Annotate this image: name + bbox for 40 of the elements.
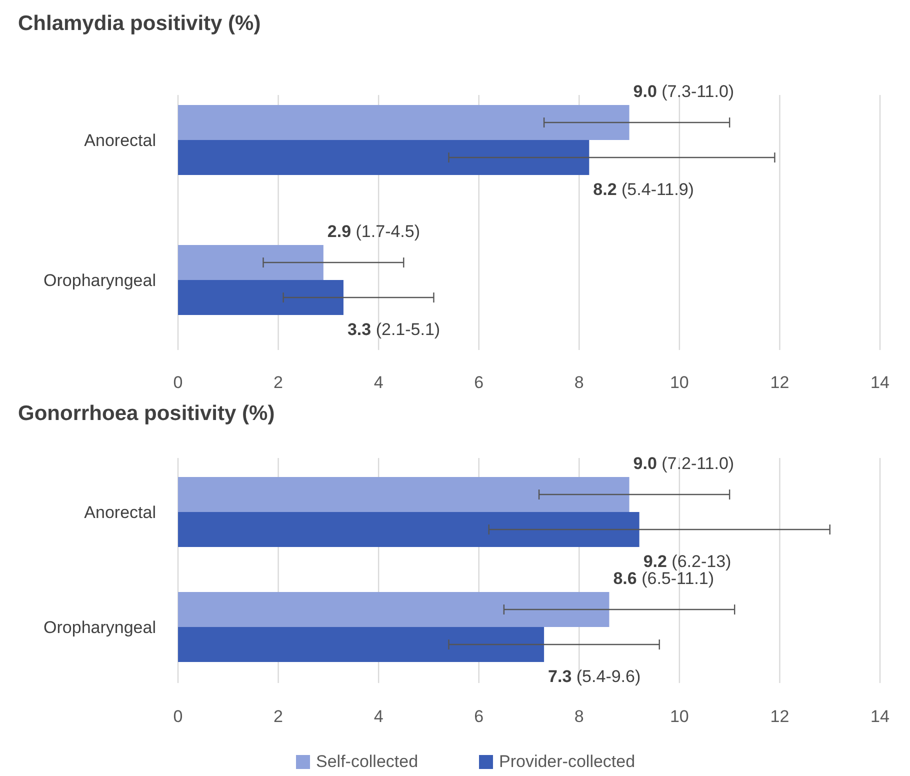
data-label: 8.6 (6.5-11.1) bbox=[613, 569, 714, 588]
x-tick-label: 4 bbox=[374, 373, 384, 392]
x-tick-label: 6 bbox=[474, 707, 484, 726]
legend-label: Self-collected bbox=[316, 752, 418, 771]
x-tick-label: 4 bbox=[374, 707, 384, 726]
data-label: 9.0 (7.2-11.0) bbox=[633, 454, 734, 473]
x-tick-label: 0 bbox=[173, 373, 183, 392]
x-tick-label: 12 bbox=[770, 373, 790, 392]
data-label: 7.3 (5.4-9.6) bbox=[548, 667, 641, 686]
x-tick-label: 12 bbox=[770, 707, 790, 726]
y-tick-label: Anorectal bbox=[84, 503, 156, 522]
x-tick-label: 10 bbox=[670, 707, 689, 726]
x-tick-label: 6 bbox=[474, 373, 484, 392]
x-tick-label: 14 bbox=[870, 707, 890, 726]
y-tick-label: Anorectal bbox=[84, 131, 156, 150]
x-tick-label: 8 bbox=[574, 707, 584, 726]
x-tick-label: 2 bbox=[274, 707, 284, 726]
bar bbox=[178, 627, 544, 662]
bar bbox=[178, 280, 344, 315]
x-tick-label: 14 bbox=[870, 373, 890, 392]
data-label: 9.2 (6.2-13) bbox=[643, 552, 732, 571]
y-tick-label: Oropharyngeal bbox=[44, 271, 156, 290]
data-label: 3.3 (2.1-5.1) bbox=[347, 320, 440, 339]
chart-title: Chlamydia positivity (%) bbox=[18, 12, 261, 35]
data-label: 2.9 (1.7-4.5) bbox=[327, 222, 420, 241]
bar bbox=[178, 592, 610, 627]
bar bbox=[178, 140, 590, 175]
x-tick-label: 10 bbox=[670, 373, 689, 392]
x-tick-label: 2 bbox=[274, 373, 284, 392]
data-label: 8.2 (5.4-11.9) bbox=[593, 180, 694, 199]
chart-title: Gonorrhoea positivity (%) bbox=[18, 402, 275, 425]
bar bbox=[178, 477, 630, 512]
y-tick-label: Oropharyngeal bbox=[44, 618, 156, 637]
bar bbox=[178, 245, 324, 280]
x-tick-label: 8 bbox=[574, 373, 584, 392]
bar bbox=[178, 512, 640, 547]
bar bbox=[178, 105, 630, 140]
data-label: 9.0 (7.3-11.0) bbox=[633, 82, 734, 101]
x-tick-label: 0 bbox=[173, 707, 183, 726]
legend-label: Provider-collected bbox=[499, 752, 636, 771]
